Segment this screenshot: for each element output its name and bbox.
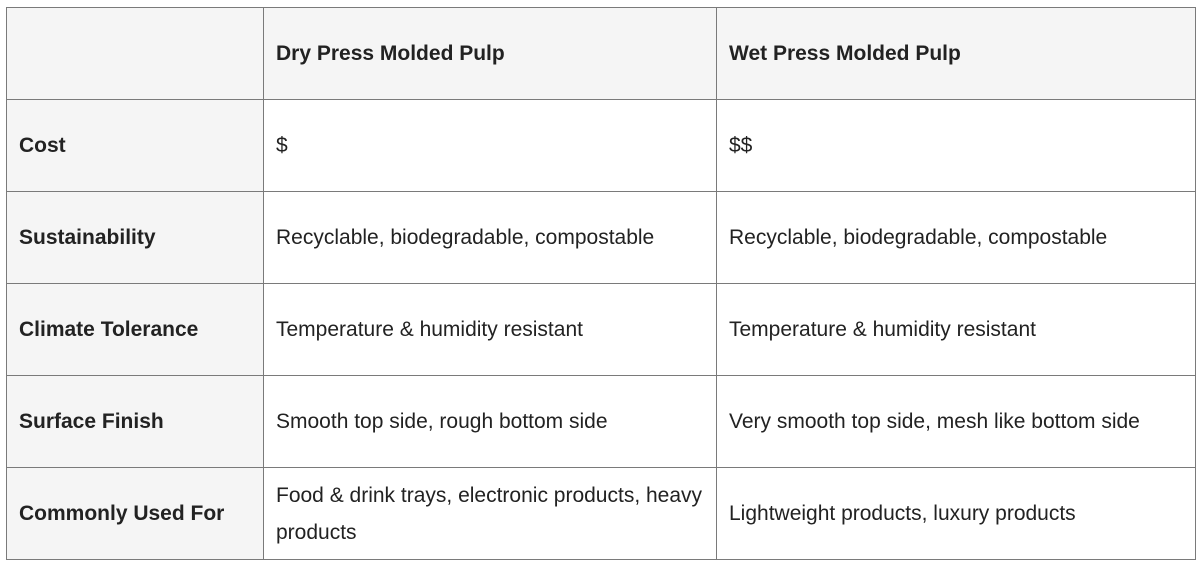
header-wet-press: Wet Press Molded Pulp [716, 7, 1196, 100]
cell-wet-sustainability: Recyclable, biodegradable, compostable [716, 191, 1196, 284]
cell-wet-cost: $$ [716, 99, 1196, 192]
cell-wet-surface-finish: Very smooth top side, mesh like bottom s… [716, 375, 1196, 468]
row-label-surface-finish: Surface Finish [6, 375, 264, 468]
comparison-table: Dry Press Molded Pulp Wet Press Molded P… [6, 7, 1196, 560]
table-row-sustainability: Sustainability Recyclable, biodegradable… [6, 191, 1196, 284]
row-label-cost: Cost [6, 99, 264, 192]
header-row: Dry Press Molded Pulp Wet Press Molded P… [6, 7, 1196, 100]
table-row-commonly-used-for: Commonly Used For Food & drink trays, el… [6, 467, 1196, 560]
cell-wet-commonly-used-for: Lightweight products, luxury products [716, 467, 1196, 560]
cell-dry-commonly-used-for: Food & drink trays, electronic products,… [263, 467, 717, 560]
row-label-commonly-used-for: Commonly Used For [6, 467, 264, 560]
cell-wet-climate-tolerance: Temperature & humidity resistant [716, 283, 1196, 376]
row-label-climate-tolerance: Climate Tolerance [6, 283, 264, 376]
cell-dry-surface-finish: Smooth top side, rough bottom side [263, 375, 717, 468]
table-row-surface-finish: Surface Finish Smooth top side, rough bo… [6, 375, 1196, 468]
cell-dry-sustainability: Recyclable, biodegradable, compostable [263, 191, 717, 284]
table-row-climate-tolerance: Climate Tolerance Temperature & humidity… [6, 283, 1196, 376]
cell-dry-climate-tolerance: Temperature & humidity resistant [263, 283, 717, 376]
header-empty-cell [6, 7, 264, 100]
table-row-cost: Cost $ $$ [6, 99, 1196, 192]
header-dry-press: Dry Press Molded Pulp [263, 7, 717, 100]
cell-dry-cost: $ [263, 99, 717, 192]
row-label-sustainability: Sustainability [6, 191, 264, 284]
